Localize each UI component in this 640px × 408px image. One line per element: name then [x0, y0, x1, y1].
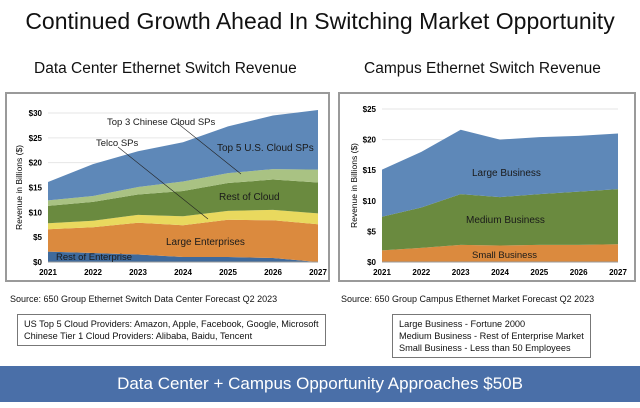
right-notes-box: Large Business - Fortune 2000 Medium Bus…: [392, 314, 591, 358]
page-title: Continued Growth Ahead In Switching Mark…: [25, 8, 615, 34]
y-axis-label: Revenue in Billions ($): [14, 145, 24, 230]
left-notes-box: US Top 5 Cloud Providers: Amazon, Apple,…: [17, 314, 326, 346]
area-telco-sps: [48, 209, 318, 230]
summary-banner: Data Center + Campus Opportunity Approac…: [0, 366, 640, 402]
y-tick-label: $0: [33, 258, 42, 267]
x-tick-label: 2025: [219, 268, 237, 277]
label-chinese-cloud: Top 3 Chinese Cloud SPs: [107, 117, 216, 128]
label-rest-of-enterprise: Rest of Enterprise: [56, 252, 132, 263]
label-telco-sps: Telco SPs: [96, 138, 138, 149]
x-tick-label: 2021: [373, 268, 391, 277]
x-tick-label: 2027: [309, 268, 327, 277]
label-small-business: Small Business: [472, 250, 537, 261]
campus-chart: $0 $5 $10 $15 $20 $25 2021 2022 2023 2024 2025 2026…: [349, 105, 627, 277]
note-line: Large Business - Fortune 2000: [399, 319, 526, 329]
y-tick-label: $20: [363, 136, 377, 145]
note-line: Medium Business - Rest of Enterprise Mar…: [399, 331, 584, 341]
y-tick-label: $20: [29, 159, 43, 168]
x-tick-label: 2023: [129, 268, 147, 277]
x-tick-label: 2021: [39, 268, 57, 277]
area-small-business: [382, 244, 618, 262]
label-rest-of-cloud: Rest of Cloud: [219, 192, 280, 203]
x-tick-label: 2022: [412, 268, 430, 277]
area-medium-business: [382, 189, 618, 251]
x-tick-label: 2026: [264, 268, 282, 277]
note-line: US Top 5 Cloud Providers: Amazon, Apple,…: [24, 319, 319, 329]
y-tick-label: $0: [367, 258, 376, 267]
area-large-enterprises: [48, 219, 318, 262]
area-rest-of-cloud: [48, 179, 318, 224]
left-chart-title: Data Center Ethernet Switch Revenue: [34, 60, 297, 77]
note-line: Chinese Tier 1 Cloud Providers: Alibaba,…: [24, 331, 253, 341]
y-tick-label: $25: [29, 134, 43, 143]
y-tick-label: $10: [29, 208, 43, 217]
right-chart-title: Campus Ethernet Switch Revenue: [364, 60, 601, 77]
telco-leader-line: [117, 146, 209, 220]
area-rest-of-enterprise: [48, 251, 318, 262]
y-tick-label: $5: [367, 227, 376, 236]
y-tick-label: $5: [33, 233, 42, 242]
y-tick-label: $30: [29, 109, 43, 118]
y-tick-label: $15: [363, 166, 377, 175]
y-tick-label: $10: [363, 197, 377, 206]
left-source: Source: 650 Group Ethernet Switch Data C…: [10, 294, 278, 304]
x-tick-label: 2023: [452, 268, 470, 277]
x-tick-label: 2026: [570, 268, 588, 277]
right-source: Source: 650 Group Campus Ethernet Market…: [341, 294, 595, 304]
x-tick-label: 2022: [84, 268, 102, 277]
label-large-business: Large Business: [472, 168, 541, 179]
label-us-cloud: Top 5 U.S. Cloud SPs: [217, 143, 314, 154]
y-axis-label: Revenue in Billions ($): [349, 143, 359, 228]
label-large-enterprises: Large Enterprises: [166, 237, 245, 248]
note-line: Small Business - Less than 50 Employees: [399, 343, 571, 353]
data-center-chart: $0 $5 $10 $15 $20 $25 $30 2021 2022 2023 2024 2025 2…: [14, 109, 327, 277]
chinese-leader-line: [175, 121, 242, 175]
label-medium-business: Medium Business: [466, 215, 545, 226]
area-top-5-u-s-cloud-sps: [48, 110, 318, 201]
area-top-3-chinese-cloud-sps: [48, 169, 318, 206]
x-tick-label: 2024: [174, 268, 192, 277]
area-large-business: [382, 129, 618, 217]
y-tick-label: $25: [363, 105, 377, 114]
x-tick-label: 2024: [491, 268, 509, 277]
x-tick-label: 2027: [609, 268, 627, 277]
y-tick-label: $15: [29, 184, 43, 193]
x-tick-label: 2025: [530, 268, 548, 277]
